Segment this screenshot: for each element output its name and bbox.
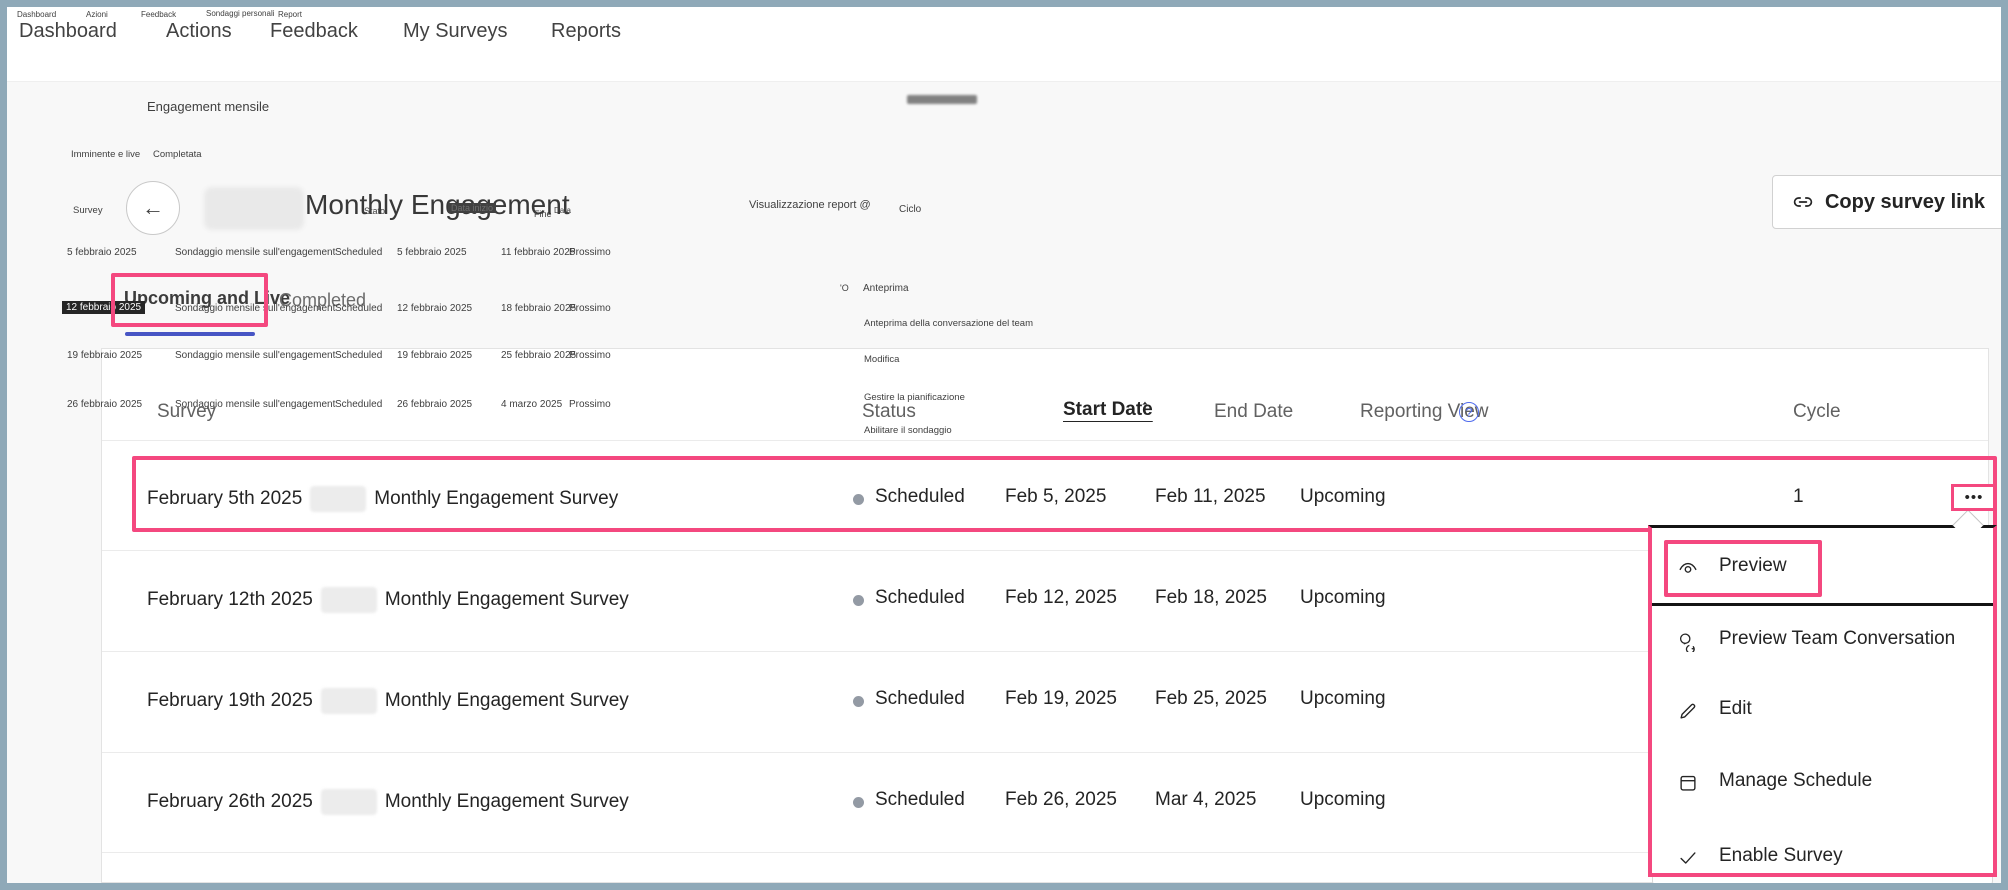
- redacted-name-segment: [310, 486, 367, 512]
- ghost-menu-schedule-it: Gestire la pianificazione: [864, 392, 965, 403]
- copy-survey-link-label: Copy survey link: [1824, 190, 1986, 213]
- menu-item-preview-team-conversation[interactable]: Preview Team Conversation: [1719, 628, 1956, 649]
- end-date-cell: Mar 4, 2025: [1155, 789, 1257, 810]
- ghost-page-title-it: Engagement mensile: [147, 99, 270, 114]
- start-date-cell: Feb 5, 2025: [1005, 486, 1107, 507]
- chat-bubbles-icon: [1677, 630, 1699, 652]
- nav-ghost-dashboard: Dashboard: [17, 10, 57, 19]
- status-cell: Scheduled: [875, 789, 965, 810]
- ghost-cycle-it: Ciclo: [899, 204, 922, 215]
- row-more-options-button[interactable]: •••: [1951, 484, 1997, 511]
- reporting-view-link[interactable]: Upcoming: [1300, 688, 1386, 709]
- menu-item-edit[interactable]: Edit: [1719, 698, 1752, 719]
- status-dot: [853, 696, 864, 707]
- ghost-smudge: [907, 95, 977, 104]
- page-title: Monthly Engagement: [305, 189, 570, 220]
- redacted-title-block: [204, 187, 304, 230]
- redacted-name-segment: [320, 587, 377, 613]
- start-date-cell: Feb 19, 2025: [1005, 688, 1117, 709]
- status-cell: Scheduled: [875, 587, 965, 608]
- nav-item-actions[interactable]: Actions: [166, 20, 232, 42]
- start-date-cell: Feb 12, 2025: [1005, 587, 1117, 608]
- reporting-view-link[interactable]: Upcoming: [1300, 789, 1386, 810]
- status-cell: Scheduled: [875, 486, 965, 507]
- column-header-survey: Survey: [157, 401, 217, 422]
- link-icon: [1791, 190, 1815, 214]
- active-tab-underline: [125, 332, 255, 336]
- top-nav: Dashboard Azioni Feedback Sondaggi perso…: [7, 7, 2001, 82]
- nav-ghost-feedback: Feedback: [141, 10, 177, 19]
- back-arrow-icon: ←: [142, 195, 164, 220]
- nav-item-my-surveys[interactable]: My Surveys: [403, 20, 508, 42]
- row-divider: [102, 550, 1988, 551]
- cycle-cell: 1: [1793, 486, 1804, 507]
- row-divider: [102, 752, 1988, 753]
- checkmark-icon: [1677, 847, 1699, 869]
- ghost-menu-edit-it: Modifica: [864, 354, 900, 365]
- status-cell: Scheduled: [875, 688, 965, 709]
- header-divider: [102, 440, 1988, 441]
- back-button[interactable]: ←: [126, 181, 180, 235]
- menu-item-manage-schedule[interactable]: Manage Schedule: [1719, 770, 1873, 791]
- column-header-status: Status: [862, 401, 916, 422]
- reporting-view-link[interactable]: Upcoming: [1300, 486, 1386, 507]
- ghost-end-date-it: Fine Data: [534, 206, 571, 219]
- menu-item-preview[interactable]: Preview: [1719, 555, 1787, 576]
- ghost-survey-label: Survey: [73, 205, 103, 216]
- more-options-icon: •••: [1964, 489, 1984, 506]
- copy-survey-link-button[interactable]: Copy survey link: [1772, 175, 2001, 229]
- end-date-cell: Feb 11, 2025: [1155, 486, 1266, 507]
- ghost-menu-preview-it: Anteprima: [863, 283, 909, 294]
- nav-ghost-actions: Azioni: [86, 10, 108, 19]
- column-header-reporting-view: Reporting View: [1360, 401, 1489, 422]
- sort-ascending-icon[interactable]: ↑: [1140, 396, 1150, 418]
- survey-name-cell: February 26th 2025 Monthly Engagement Sur…: [147, 789, 629, 815]
- menu-item-enable-survey[interactable]: Enable Survey: [1719, 845, 1843, 866]
- help-icon[interactable]: ?: [1459, 402, 1479, 422]
- status-dot: [853, 797, 864, 808]
- column-header-start-date[interactable]: Start Date: [1063, 399, 1153, 420]
- status-dot: [853, 595, 864, 606]
- context-menu-footer: [1652, 877, 1993, 883]
- survey-name-cell: February 5th 2025 Monthly Engagement Surv…: [147, 486, 618, 512]
- nav-ghost-reports: Report: [278, 10, 303, 19]
- menu-divider: [1652, 603, 1993, 606]
- survey-name-cell: February 12th 2025 Monthly Engagement Sur…: [147, 587, 629, 613]
- ghost-status-it: Stato: [364, 206, 386, 216]
- redacted-name-segment: [320, 789, 377, 815]
- row-divider: [102, 852, 1988, 853]
- end-date-cell: Feb 18, 2025: [1155, 587, 1267, 608]
- ghost-menu-enable-it: Abilitare il sondaggio: [864, 425, 952, 436]
- column-header-cycle: Cycle: [1793, 401, 1841, 422]
- ghost-tab-completed-it: Completata: [153, 149, 202, 160]
- status-dot: [853, 494, 864, 505]
- calendar-icon: [1677, 772, 1699, 794]
- nav-item-dashboard[interactable]: Dashboard: [19, 20, 117, 42]
- redacted-name-segment: [320, 688, 377, 714]
- nav-ghost-my-surveys: Sondaggi personali: [206, 9, 275, 18]
- nav-item-reports[interactable]: Reports: [551, 20, 622, 42]
- row-context-menu: [1648, 525, 1997, 877]
- start-date-cell: Feb 26, 2025: [1005, 789, 1117, 810]
- ghost-tab-upcoming-it: Imminente e live: [71, 149, 141, 160]
- pencil-icon: [1677, 700, 1699, 722]
- reporting-view-link[interactable]: Upcoming: [1300, 587, 1386, 608]
- ghost-reporting-view-it: Visualizzazione report @: [749, 199, 871, 211]
- row-divider: [102, 651, 1988, 652]
- eye-icon: [1677, 557, 1699, 579]
- ghost-start-date-it: Data inizio: [448, 203, 497, 213]
- nav-item-feedback[interactable]: Feedback: [270, 20, 358, 42]
- survey-name-cell: February 19th 2025 Monthly Engagement Sur…: [147, 688, 629, 714]
- end-date-cell: Feb 25, 2025: [1155, 688, 1267, 709]
- ghost-menu-team-it: Anteprima della conversazione del team: [864, 318, 1033, 329]
- ghost-preview-eye-icon: 'O: [840, 283, 849, 293]
- tab-completed[interactable]: Completed: [279, 290, 367, 310]
- column-header-end-date: End Date: [1214, 401, 1294, 422]
- tab-upcoming-and-live[interactable]: Upcoming and Live: [124, 288, 291, 308]
